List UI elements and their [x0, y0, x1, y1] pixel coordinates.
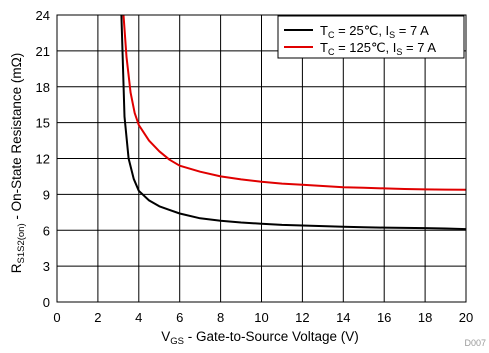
- y-tick-label-3: 3: [43, 259, 50, 274]
- series-line-2: [122, 14, 467, 191]
- x-tick-label-6: 6: [176, 310, 183, 325]
- x-tick-label-0: 0: [53, 310, 60, 325]
- y-tick-label-0: 0: [43, 295, 50, 310]
- y-tick-label-15: 15: [36, 116, 50, 131]
- chart-grid: [57, 15, 466, 302]
- figure-code: D007: [464, 338, 486, 348]
- x-tick-label-2: 2: [94, 310, 101, 325]
- x-tick-label-12: 12: [295, 310, 309, 325]
- y-tick-label-12: 12: [36, 152, 50, 167]
- x-tick-label-16: 16: [377, 310, 391, 325]
- x-tick-label-8: 8: [217, 310, 224, 325]
- x-axis-label: VGS - Gate-to-Source Voltage (V): [161, 329, 359, 347]
- y-tick-label-18: 18: [36, 80, 50, 95]
- y-axis-label: RS1S2(on) - On-State Resistance (mΩ): [9, 53, 27, 274]
- y-tick-labels: 0 3 6 9 12 15 18 21 24: [36, 8, 50, 310]
- chart-series-layer: [120, 14, 467, 231]
- y-tick-label-9: 9: [43, 187, 50, 202]
- plot-frame: [56, 14, 467, 303]
- x-tick-label-14: 14: [336, 310, 350, 325]
- legend-label-series-2: TC = 125℃, IS = 7 A: [320, 40, 436, 57]
- y-tick-label-24: 24: [36, 8, 50, 23]
- x-tick-label-20: 20: [459, 310, 473, 325]
- x-tick-labels: 0 2 4 6 8 10 12 14 16 18 20: [53, 310, 473, 325]
- y-tick-label-21: 21: [36, 44, 50, 59]
- series-line-1: [120, 14, 467, 231]
- legend-label-series-1: TC = 25℃, IS = 7 A: [320, 23, 429, 40]
- legend-box: [277, 15, 465, 59]
- chart-legend: TC = 25℃, IS = 7 A TC = 125℃, IS = 7 A: [277, 15, 465, 59]
- y-tick-label-6: 6: [43, 223, 50, 238]
- x-tick-label-10: 10: [254, 310, 268, 325]
- x-tick-label-4: 4: [135, 310, 142, 325]
- x-tick-label-18: 18: [418, 310, 432, 325]
